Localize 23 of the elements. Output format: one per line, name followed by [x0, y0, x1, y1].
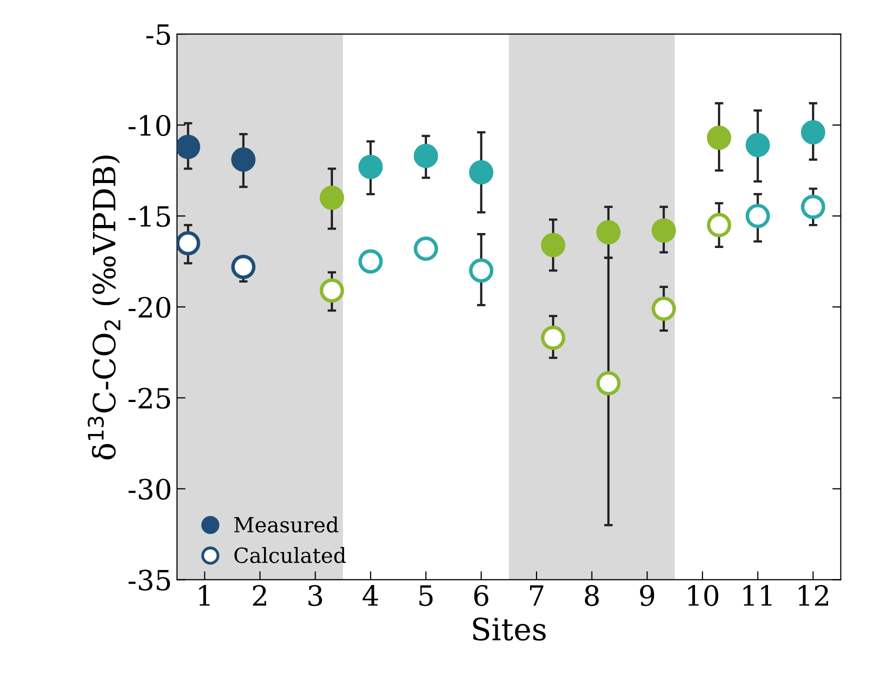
x-tick-label: 6 [474, 585, 488, 606]
legend-label: Calculated [234, 547, 346, 564]
x-axis-title: Sites [473, 618, 546, 641]
x-tick-label: 9 [640, 585, 654, 606]
x-tick-label: 1 [199, 585, 210, 606]
y-tick-label: -10 [128, 114, 170, 136]
x-tick-label: 12 [798, 585, 828, 606]
x-tick-label: 5 [419, 585, 433, 606]
x-tick-label: 10 [688, 585, 718, 606]
y-tick-label: -20 [128, 296, 170, 318]
x-tick-label: 8 [584, 585, 599, 606]
x-tick-label: 3 [308, 585, 322, 606]
y-axis-title: δ$^{13}$C-CO$_{2}$ (‰VPDB) [88, 156, 120, 460]
y-tick-label: -35 [128, 570, 170, 591]
y-tick-label: -25 [128, 388, 170, 409]
x-tick-label: 4 [362, 585, 378, 606]
y-tick-label: -15 [128, 206, 170, 227]
x-tick-label: 7 [530, 585, 544, 606]
x-tick-label: 11 [743, 585, 772, 606]
y-tick-label: -30 [128, 478, 170, 500]
x-tick-label: 2 [253, 585, 266, 606]
y-tick-label: -5 [146, 24, 170, 46]
legend-label: Measured [234, 516, 338, 533]
